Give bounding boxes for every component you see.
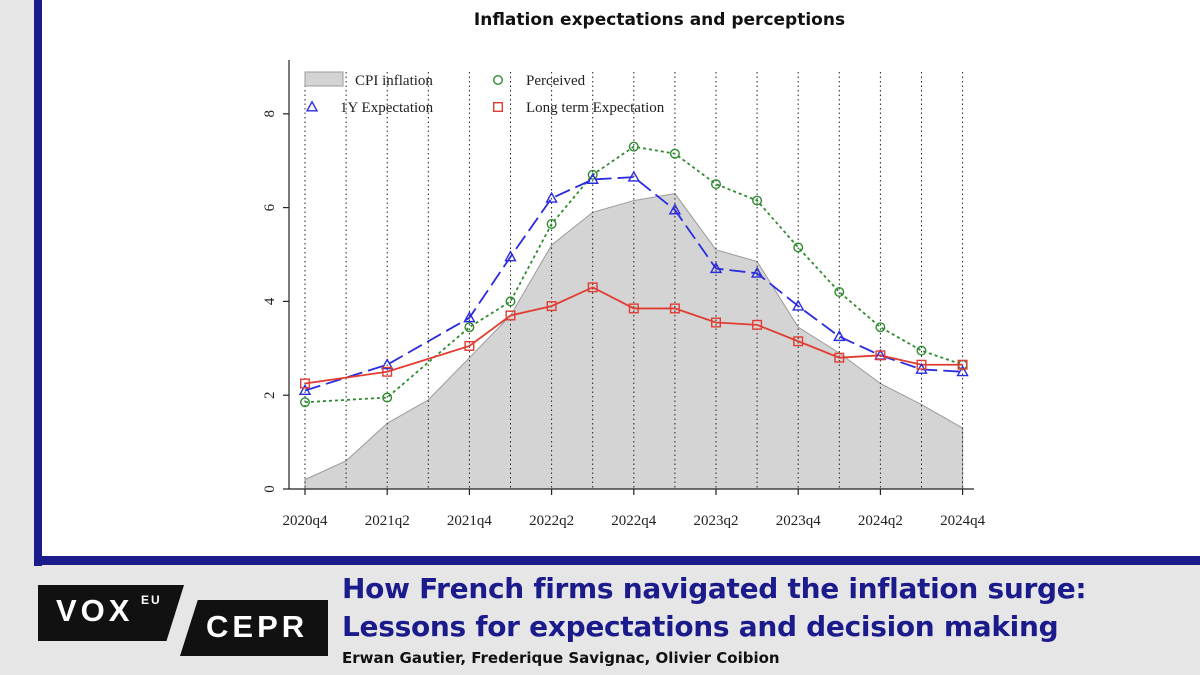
marker-perceived-2023q1 (669, 148, 680, 159)
marker-long-term-expectation-2022q3 (587, 282, 598, 293)
marker-long-term-expectation-2023q2 (711, 317, 722, 328)
marker-perceived-2024q2 (875, 322, 886, 333)
x-tick-label-2023q4: 2023q4 (776, 513, 822, 529)
y-tick-label-0: 0 (262, 485, 278, 493)
marker-1y-expectation-2023q1 (668, 203, 682, 215)
marker-1y-expectation-2021q2 (381, 358, 394, 370)
marker-long-term-expectation-2023q3 (752, 319, 763, 330)
legend-cpi-inflation-label: CPI inflation (355, 73, 433, 89)
marker-perceived-2021q4 (464, 322, 475, 333)
x-tick-label-2020q4: 2020q4 (283, 513, 329, 529)
marker-1y-expectation-2022q2 (545, 191, 558, 203)
marker-1y-expectation-2023q3 (750, 266, 764, 278)
marker-long-term-expectation-2020q4 (300, 378, 311, 389)
marker-1y-expectation-2024q1 (833, 329, 846, 342)
x-tick-label-2022q2: 2022q2 (529, 513, 574, 529)
marker-long-term-expectation-2024q1 (834, 352, 845, 363)
y-tick-label-4: 4 (262, 297, 278, 305)
x-tick-label-2021q4: 2021q4 (447, 513, 493, 529)
series-line-1y-expectation (304, 176, 963, 392)
vertical-grid (304, 72, 964, 489)
x-tick-label-2022q4: 2022q4 (611, 513, 657, 529)
cpi-area (304, 192, 964, 490)
marker-perceived-2023q2 (711, 179, 722, 190)
marker-perceived-2023q3 (752, 195, 763, 206)
frame-bottom-border (34, 556, 1200, 565)
marker-1y-expectation-2022q4 (627, 170, 640, 182)
marker-perceived-2024q1 (834, 287, 845, 298)
marker-perceived-2022q2 (546, 219, 557, 230)
eu-logo-text: EU (141, 593, 162, 607)
y-tick-label-2: 2 (262, 391, 278, 399)
marker-long-term-expectation-2023q4 (793, 336, 804, 347)
marker-long-term-expectation-2022q1 (505, 310, 516, 321)
marker-1y-expectation-2021q4 (463, 311, 476, 323)
marker-long-term-expectation-2022q2 (546, 301, 557, 312)
marker-long-term-expectation-2021q4 (464, 340, 475, 351)
x-tick-label-2024q4: 2024q4 (940, 513, 986, 529)
x-tick-label-2021q2: 2021q2 (365, 513, 410, 529)
voxeu-logo[interactable]: VOX EU (38, 585, 184, 641)
marker-perceived-2023q4 (793, 242, 804, 253)
marker-1y-expectation-2024q4 (956, 365, 969, 377)
vox-logo-text: VOX (56, 593, 134, 628)
axes: 0 2 4 6 8 2020q4 2021q2 2021q4 2022q2 2022q4 2023q… (262, 60, 986, 529)
headline-line-2: Lessons for expectations and decision ma… (342, 610, 1059, 643)
marker-long-term-expectation-2024q4 (957, 359, 968, 370)
marker-long-term-expectation-2023q1 (669, 303, 680, 314)
headline-line-1: How French firms navigated the inflation… (342, 572, 1087, 605)
article-authors: Erwan Gautier, Frederique Savignac, Oliv… (342, 649, 780, 667)
marker-perceived-2020q4 (300, 397, 311, 408)
legend-cpi-inflation-swatch (304, 71, 344, 87)
marker-perceived-2022q3 (587, 169, 598, 180)
legend-perceived-label: Perceived (526, 73, 586, 89)
frame-left-border (34, 0, 42, 566)
cpi-area-layer (304, 192, 964, 490)
cepr-logo-text: CEPR (206, 609, 309, 644)
chart-title: Inflation expectations and perceptions (473, 10, 846, 30)
legend-perceived-swatch (493, 74, 504, 85)
legend-1y-expectation-label: 1Y Expectation (340, 100, 434, 116)
series-line-perceived (304, 145, 963, 404)
series-markers (298, 141, 969, 408)
x-tick-label-2023q2: 2023q2 (694, 513, 739, 529)
marker-1y-expectation-2022q1 (504, 250, 517, 262)
y-tick-label-6: 6 (262, 203, 278, 211)
x-tick-label-2024q2: 2024q2 (858, 513, 903, 529)
marker-long-term-expectation-2022q4 (628, 303, 639, 314)
article-headline[interactable]: How French firms navigated the inflation… (342, 570, 1087, 646)
marker-perceived-2021q2 (382, 392, 393, 403)
y-tick-label-8: 8 (262, 110, 278, 118)
marker-long-term-expectation-2024q2 (875, 350, 886, 361)
marker-long-term-expectation-2024q3 (916, 359, 927, 370)
marker-1y-expectation-2020q4 (298, 383, 312, 396)
marker-1y-expectation-2023q2 (709, 261, 723, 274)
marker-perceived-2024q3 (916, 345, 927, 356)
marker-1y-expectation-2022q3 (586, 172, 599, 184)
legend: CPI inflation Perceived 1Y Expectation Long… (304, 71, 665, 116)
marker-1y-expectation-2023q4 (792, 299, 805, 311)
legend-long-term-expectation-label: Long term Expectation (526, 100, 665, 116)
marker-perceived-2022q4 (628, 141, 639, 152)
series-lines (304, 145, 963, 404)
marker-long-term-expectation-2021q2 (382, 366, 393, 377)
inflation-chart: 0 2 4 6 8 2020q4 2021q2 2021q4 2022q2 2022q4 2023q… (262, 60, 986, 529)
legend-long-term-expectation-swatch (493, 101, 504, 112)
series-line-long-term-expectation (304, 286, 963, 385)
marker-perceived-2022q1 (505, 296, 516, 307)
legend-1y-expectation-swatch (305, 100, 319, 112)
cepr-logo[interactable]: CEPR (180, 600, 328, 656)
